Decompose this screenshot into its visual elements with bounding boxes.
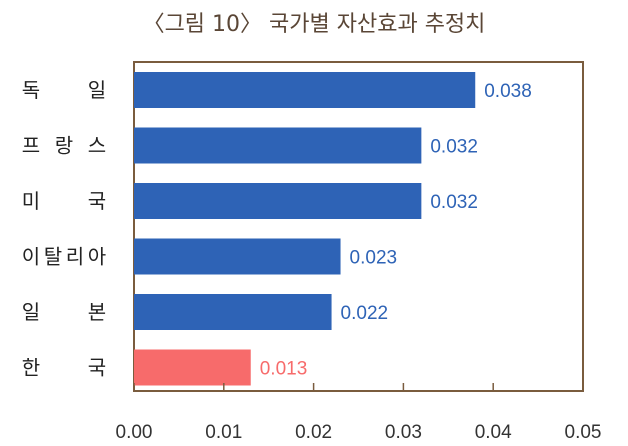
x-tick-label: 0.05: [565, 422, 602, 443]
data-label: 0.032: [430, 137, 478, 158]
category-label: 독: [22, 78, 40, 102]
category-label: 일: [22, 300, 40, 324]
data-label: 0.023: [350, 248, 398, 269]
data-label: 0.038: [484, 81, 532, 102]
bar: [134, 127, 422, 164]
category-label: 본: [88, 300, 106, 324]
category-label: 국: [88, 356, 106, 380]
category-label: 미: [22, 189, 40, 213]
data-label: 0.022: [341, 303, 389, 324]
category-label: 아: [88, 245, 106, 269]
category-label: 탈: [44, 245, 62, 269]
chart-title: 〈그림 10〉 국가별 자산효과 추정치: [142, 12, 486, 37]
bar: [134, 238, 341, 275]
plot-frame: [133, 61, 584, 392]
x-tick-label: 0.02: [295, 422, 332, 443]
category-label: 이: [22, 245, 40, 269]
category-label: 국: [88, 189, 106, 213]
bar: [134, 72, 476, 108]
category-label: 일: [88, 78, 106, 102]
category-label: 리: [66, 245, 84, 269]
bar: [134, 349, 251, 386]
category-label: 스: [88, 134, 106, 158]
x-tick-label: 0.00: [116, 422, 153, 443]
bar: [134, 183, 422, 219]
x-tick-label: 0.04: [475, 422, 512, 443]
category-label: 랑: [55, 134, 73, 158]
category-label: 프: [22, 134, 40, 158]
bar: [134, 294, 332, 330]
category-label: 한: [22, 356, 40, 380]
data-label: 0.013: [260, 359, 308, 380]
x-tick-label: 0.01: [205, 422, 242, 443]
data-label: 0.032: [430, 192, 478, 213]
x-tick-label: 0.03: [385, 422, 422, 443]
